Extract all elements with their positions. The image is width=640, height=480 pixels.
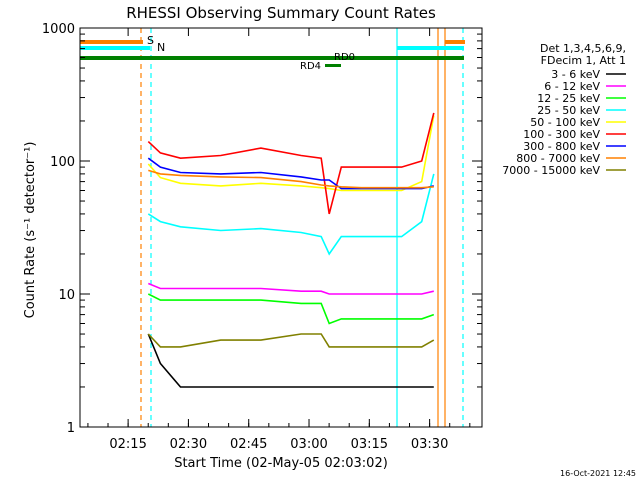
legend-label-1: 6 - 12 keV (544, 80, 600, 93)
series-line-5 (147, 112, 435, 215)
y-axis-label: Count Rate (s⁻¹ detector⁻¹) (23, 142, 38, 319)
y-tick-label-0: 1 (67, 421, 75, 436)
annotation-n: N (157, 41, 165, 54)
vertical-markers (140, 28, 464, 427)
legend-label-4: 50 - 100 keV (530, 116, 600, 129)
footer-date: 16-Oct-2021 12:45 (560, 469, 636, 478)
x-tick-label-0: 02:15 (109, 437, 146, 452)
plot-frame (79, 27, 483, 428)
series-line-3 (147, 173, 435, 256)
status-bar-rd0 (80, 56, 464, 60)
legend-label-2: 12 - 25 keV (537, 92, 600, 105)
status-bars (80, 40, 465, 67)
y-axis: 1 10 100 1000 (42, 22, 482, 436)
x-tick-label-3: 03:00 (290, 437, 327, 452)
legend-label-7: 800 - 7000 keV (516, 152, 600, 165)
y-tick-label-3: 1000 (42, 22, 75, 37)
y-tick-label-1: 10 (58, 288, 75, 303)
series-line-7 (148, 169, 434, 189)
series-line-2 (147, 293, 435, 325)
annotation-s: S (147, 34, 154, 47)
series-line-6 (147, 157, 434, 190)
annotation-rd0: RD0 (334, 52, 355, 63)
legend-label-8: 7000 - 15000 keV (502, 164, 600, 177)
status-bar-n-left (80, 46, 150, 50)
legend-header-0: Det 1,3,4,5,6,9, (540, 42, 626, 55)
legend-label-3: 25 - 50 keV (537, 104, 600, 117)
x-axis-label: Start Time (02-May-05 02:03:02) (174, 456, 388, 471)
status-bar-s-left (80, 40, 143, 44)
legend-label-5: 100 - 300 keV (523, 128, 600, 141)
annotation-rd4: RD4 (300, 61, 321, 72)
legend: Det 1,3,4,5,6,9,FDecim 1, Att 13 - 6 keV… (502, 42, 626, 177)
status-bar-rd4 (325, 64, 341, 67)
legend-header-1: FDecim 1, Att 1 (541, 54, 626, 67)
x-tick-label-5: 03:30 (411, 437, 448, 452)
series-group (147, 112, 435, 388)
status-bar-s-right (445, 40, 465, 44)
chart-title: RHESSI Observing Summary Count Rates (126, 4, 436, 22)
y-tick-label-2: 100 (50, 155, 75, 170)
x-tick-label-1: 02:30 (170, 437, 207, 452)
x-tick-label-4: 03:15 (351, 437, 388, 452)
series-line-0 (147, 333, 434, 388)
x-axis: 02:15 02:30 02:45 03:00 03:15 03:30 (87, 28, 471, 452)
status-bar-n-right (397, 46, 464, 50)
series-line-8 (147, 333, 435, 348)
legend-label-6: 300 - 800 keV (523, 140, 600, 153)
series-line-1 (147, 282, 434, 295)
legend-label-0: 3 - 6 keV (551, 68, 600, 81)
x-tick-label-2: 02:45 (230, 437, 267, 452)
